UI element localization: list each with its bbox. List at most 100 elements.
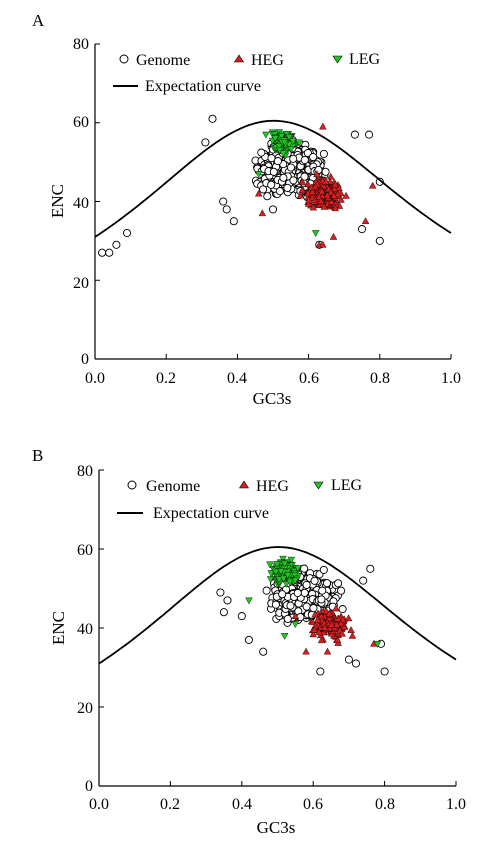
x-tick-label: 0.2: [156, 370, 176, 387]
legend-label-heg: HEG: [256, 478, 289, 495]
genome-point: [283, 183, 292, 192]
genome-point: [334, 579, 343, 588]
genome-point: [273, 157, 282, 166]
axis-ticks: [94, 43, 452, 360]
heg-point: [311, 610, 319, 618]
x-tick-label: 0.6: [299, 370, 319, 387]
heg-point: [317, 636, 326, 644]
genome-point: [300, 564, 309, 573]
legend-marker-leg: [313, 481, 324, 490]
genome-point: [208, 114, 217, 123]
genome-point: [302, 602, 311, 611]
heg-point: [347, 626, 355, 633]
y-axis-title: ENC: [49, 611, 68, 645]
heg-point: [334, 190, 342, 198]
genome-point: [286, 163, 295, 172]
panel-a: A 0 20 40 60 80 0.0 0.2 0.4 0.6 0.8 1.0 …: [32, 11, 461, 408]
genome-point: [317, 595, 326, 604]
y-tick-label: 60: [77, 542, 93, 559]
heg-point: [361, 217, 370, 224]
heg-point: [329, 232, 338, 240]
genome-point: [257, 148, 266, 157]
leg-point: [275, 143, 283, 151]
heg-point: [337, 619, 345, 627]
genome-point: [286, 601, 295, 610]
legend-label-expectation-curve: Expectation curve: [153, 505, 269, 522]
genome-point: [350, 130, 359, 139]
genome-point: [122, 228, 132, 238]
heg-point: [331, 180, 339, 188]
x-tick-label: 1.0: [441, 370, 461, 387]
leg-point: [294, 565, 302, 572]
panel-label: B: [32, 446, 43, 465]
panel-b: B 0 20 40 60 80 0.0 0.2 0.4 0.6 0.8 1.0 …: [32, 446, 466, 837]
genome-point: [229, 217, 238, 226]
heg-point: [338, 629, 346, 637]
y-tick-label: 80: [77, 463, 93, 480]
x-tick-label: 0.8: [370, 370, 390, 387]
genome-point: [263, 192, 272, 201]
legend-label-heg: HEG: [251, 52, 284, 69]
heg-point: [333, 620, 341, 628]
legend: Genome HEG LEG Expectation curve: [117, 477, 363, 522]
leg-point: [311, 230, 320, 238]
y-tick-label: 60: [73, 114, 89, 131]
heg-point: [308, 188, 317, 195]
leg-point: [279, 150, 287, 158]
x-tick-label: 0.2: [160, 796, 180, 813]
x-tick-label: 0.8: [375, 796, 395, 813]
genome-point: [322, 579, 332, 588]
expectation-curve: [98, 546, 457, 665]
heg-point: [323, 647, 332, 655]
y-tick-label: 20: [73, 275, 89, 292]
heg-point: [333, 636, 342, 644]
heg-point: [319, 240, 327, 248]
heg-point: [310, 625, 319, 633]
genome-point: [219, 197, 228, 206]
leg-point: [279, 575, 288, 583]
legend-label-leg: LEG: [349, 51, 381, 68]
y-tick-label: 80: [73, 36, 89, 53]
genome-point: [271, 600, 280, 609]
heg-point: [342, 191, 350, 199]
heg-point: [344, 614, 353, 622]
genome-point: [293, 588, 302, 598]
heg-point: [335, 184, 343, 191]
leg-point: [282, 581, 291, 588]
y-tick-label: 40: [73, 195, 89, 212]
heg-point: [298, 186, 306, 194]
genome-point: [375, 236, 384, 245]
genome-point: [309, 152, 318, 162]
heg-point: [298, 178, 307, 185]
genome-point: [337, 586, 346, 595]
leg-point: [275, 147, 284, 154]
leg-point: [286, 578, 294, 586]
heg-point: [331, 204, 340, 212]
legend-marker-leg: [332, 55, 343, 64]
leg-point: [373, 641, 382, 648]
leg-point: [287, 556, 296, 564]
leg-point: [271, 135, 279, 143]
heg-point: [327, 198, 336, 205]
heg-point: [305, 196, 313, 204]
x-tick-label: 0.6: [303, 796, 323, 813]
heg-point: [304, 180, 312, 188]
leg-point: [291, 572, 299, 580]
expectation-curve: [94, 119, 452, 238]
heg-point: [296, 191, 305, 199]
genome-point: [380, 667, 389, 676]
genome-point: [237, 612, 246, 621]
heg-point: [327, 620, 336, 628]
heg-point: [337, 195, 345, 203]
heg-point: [291, 612, 300, 619]
heg-point: [348, 631, 357, 639]
x-tick-label: 0.0: [89, 796, 109, 813]
genome-point: [289, 176, 298, 185]
heg-point: [319, 122, 327, 130]
genome-point: [366, 564, 375, 573]
genome-point: [283, 614, 292, 623]
leg-point: [277, 133, 286, 140]
leg-point: [271, 568, 280, 576]
genome-point: [259, 185, 268, 194]
legend-label-genome: Genome: [136, 52, 190, 69]
